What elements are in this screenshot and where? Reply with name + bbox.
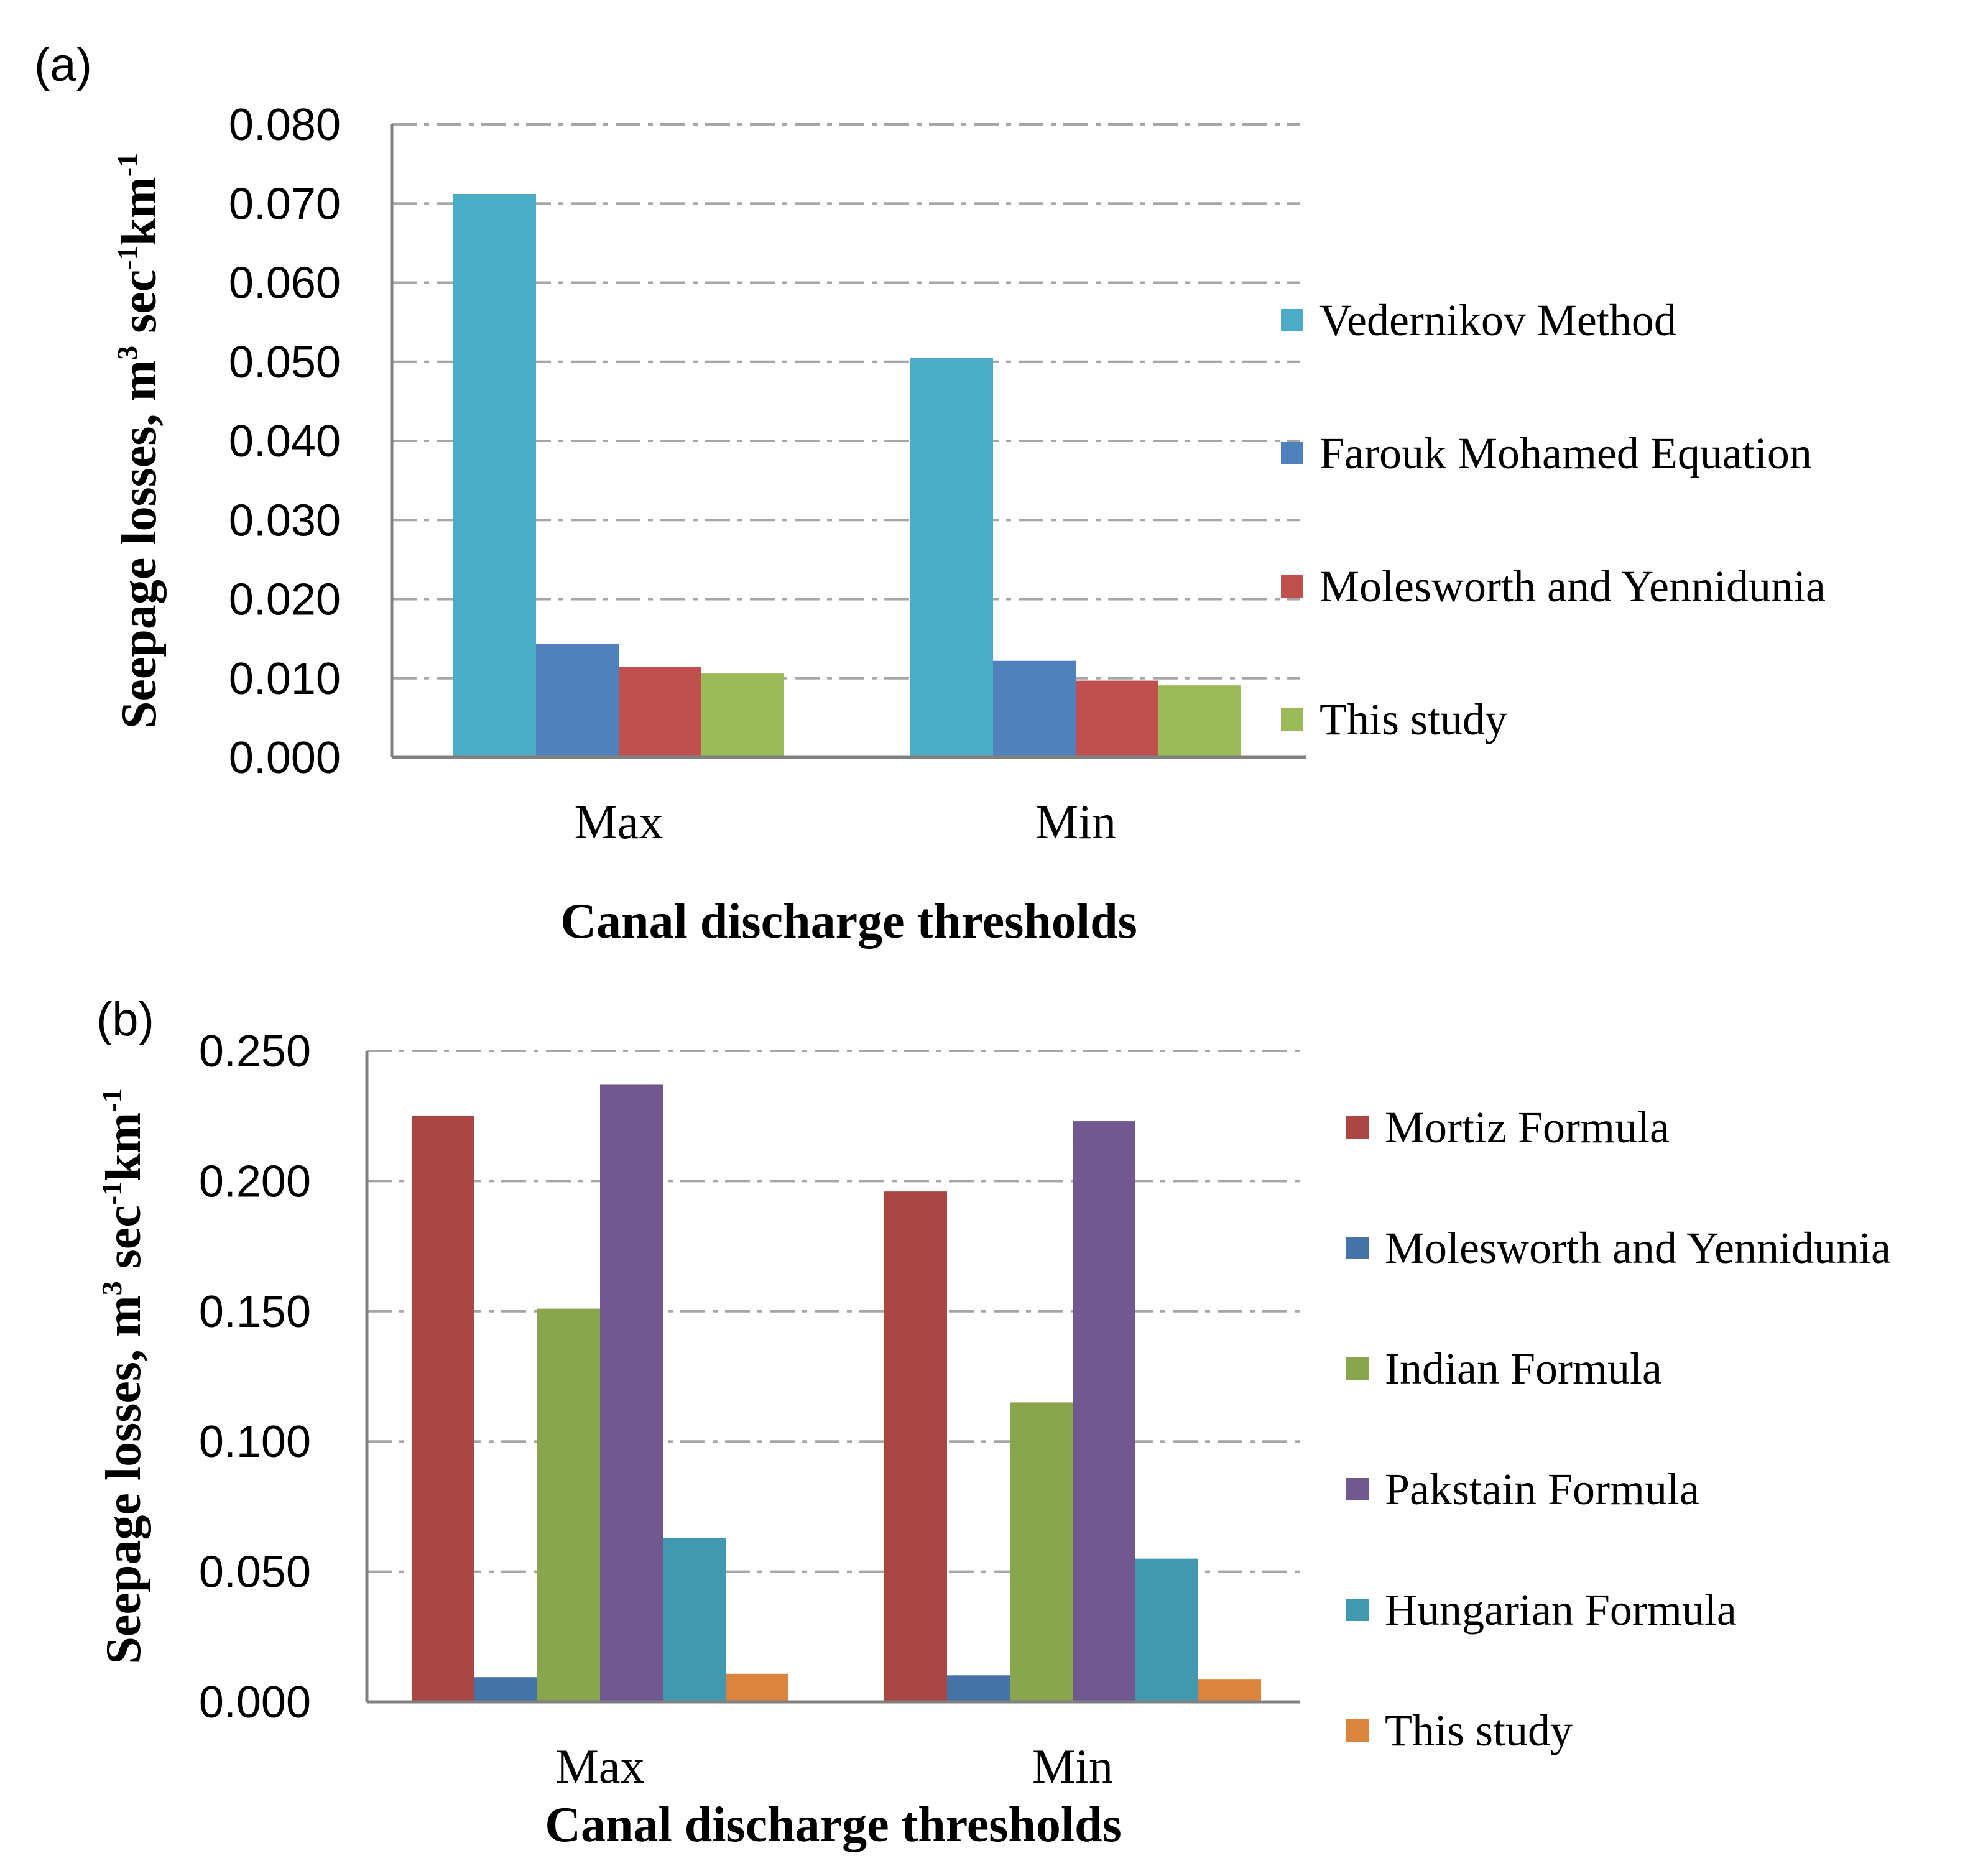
x-tick-label: Max bbox=[556, 1739, 645, 1793]
legend: Vedernikov Method Farouk Mohamed Equation… bbox=[1281, 295, 1826, 744]
legend-swatch bbox=[1346, 1357, 1369, 1380]
bar bbox=[701, 673, 784, 757]
legend-entry: Vedernikov Method bbox=[1319, 295, 1676, 345]
x-tick-label: Min bbox=[1035, 795, 1116, 849]
chart-panel-a: (a) 0.000 0.010 0.020 0.030 0.040 0.050 0.060 0.… bbox=[34, 39, 1826, 949]
legend-swatch bbox=[1281, 442, 1303, 464]
x-axis-title: Canal discharge thresholds bbox=[545, 1798, 1122, 1852]
bar bbox=[1076, 680, 1158, 757]
y-tick-label: 0.030 bbox=[229, 496, 341, 545]
y-axis-title: Seepage losses, m3 sec-1km-1 bbox=[96, 1088, 151, 1664]
bar bbox=[663, 1538, 726, 1702]
bar bbox=[1135, 1558, 1198, 1702]
legend-swatch bbox=[1346, 1237, 1369, 1259]
y-axis-title: Seepage losses, m3 sec-1km-1 bbox=[111, 153, 167, 729]
y-tick-label: 0.150 bbox=[199, 1287, 311, 1337]
legend-swatch bbox=[1281, 309, 1303, 331]
legend-swatch bbox=[1346, 1478, 1369, 1500]
bar bbox=[600, 1084, 663, 1702]
legend-entry: Mortiz Formula bbox=[1385, 1102, 1670, 1152]
legend-swatch bbox=[1281, 575, 1303, 598]
y-tick-label: 0.200 bbox=[199, 1157, 311, 1206]
bar bbox=[619, 667, 701, 757]
y-tick-label: 0.000 bbox=[229, 733, 341, 783]
bar bbox=[993, 660, 1076, 757]
bar bbox=[1158, 685, 1241, 757]
bar bbox=[536, 644, 619, 757]
legend-entry: Farouk Mohamed Equation bbox=[1319, 428, 1812, 478]
y-tick-label: 0.010 bbox=[229, 654, 341, 704]
chart-panel-b: (b) 0.000 0.050 0.100 0.150 0.200 0.250 Max MinC… bbox=[96, 993, 1891, 1852]
bar bbox=[726, 1673, 788, 1702]
bar bbox=[884, 1191, 947, 1702]
y-tick-label: 0.060 bbox=[229, 259, 341, 308]
legend-entry: Molesworth and Yennidunia bbox=[1319, 561, 1826, 611]
bar bbox=[412, 1116, 474, 1702]
bar bbox=[453, 193, 536, 758]
legend-entry: Molesworth and Yennidunia bbox=[1385, 1223, 1891, 1273]
legend-entry: This study bbox=[1385, 1706, 1573, 1755]
panel-label: (b) bbox=[96, 993, 154, 1046]
y-tick-label: 0.000 bbox=[199, 1678, 311, 1727]
legend: Mortiz Formula Molesworth and Yennidunia I… bbox=[1346, 1102, 1891, 1755]
bar bbox=[947, 1675, 1010, 1702]
bar bbox=[537, 1308, 600, 1702]
bar bbox=[474, 1677, 537, 1702]
bar bbox=[1198, 1679, 1261, 1702]
legend-swatch bbox=[1346, 1116, 1369, 1139]
legend-swatch bbox=[1281, 708, 1303, 731]
y-tick-label: 0.070 bbox=[229, 179, 341, 229]
y-tick-label: 0.080 bbox=[229, 100, 341, 150]
y-tick-label: 0.050 bbox=[229, 338, 341, 387]
y-tick-label: 0.040 bbox=[229, 417, 341, 466]
x-axis-title: Canal discharge thresholds bbox=[560, 894, 1137, 949]
panel-label: (a) bbox=[34, 39, 92, 91]
bar bbox=[1010, 1402, 1073, 1702]
legend-entry: This study bbox=[1319, 695, 1507, 744]
y-tick-label: 0.250 bbox=[199, 1027, 311, 1076]
legend-swatch bbox=[1346, 1719, 1369, 1742]
y-tick-label: 0.050 bbox=[199, 1548, 311, 1597]
legend-entry: Hungarian Formula bbox=[1385, 1585, 1737, 1635]
bar bbox=[910, 358, 993, 757]
bar bbox=[1073, 1121, 1135, 1702]
x-tick-label: Max bbox=[575, 795, 663, 849]
legend-swatch bbox=[1346, 1599, 1369, 1621]
legend-entry: Pakstain Formula bbox=[1385, 1464, 1699, 1514]
y-tick-label: 0.020 bbox=[229, 575, 341, 625]
legend-entry: Indian Formula bbox=[1385, 1344, 1662, 1393]
x-tick-label: Min bbox=[1032, 1739, 1113, 1793]
y-tick-label: 0.100 bbox=[199, 1417, 311, 1467]
